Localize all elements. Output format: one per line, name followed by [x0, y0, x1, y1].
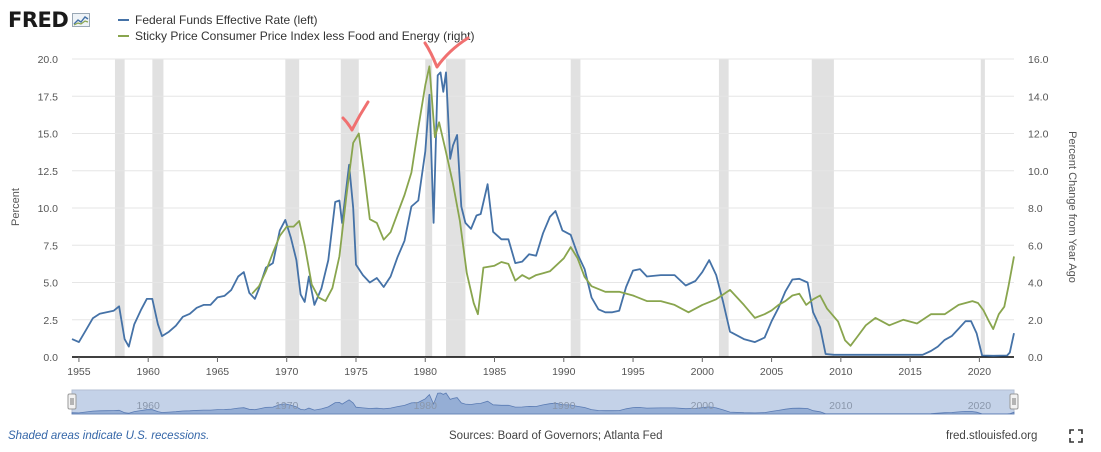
hand-drawn-annotations	[341, 36, 470, 132]
legend-label-sticky-cpi: Sticky Price Consumer Price Index less F…	[135, 29, 475, 43]
navigator-handle-right[interactable]	[1009, 393, 1019, 410]
x-tick-label: 1965	[206, 366, 230, 378]
y-right-tick-label: 16.0	[1028, 54, 1049, 66]
fred-logo[interactable]: FRED	[8, 8, 91, 32]
y-right-tick-label: 6.0	[1028, 240, 1043, 252]
navigator-tick-label: 1990	[552, 400, 576, 412]
navigator-tick-label: 2010	[829, 400, 853, 412]
y-axis-left-title: Percent	[10, 188, 22, 226]
x-tick-label: 1960	[137, 366, 161, 378]
navigator-tick-label: 2000	[691, 400, 715, 412]
legend-label-fedfunds: Federal Funds Effective Rate (left)	[135, 13, 318, 27]
y-right-tick-label: 0.0	[1028, 352, 1043, 364]
y-left-tick-label: 17.5	[38, 91, 59, 103]
x-tick-label: 1985	[483, 366, 507, 378]
y-right-tick-label: 14.0	[1028, 91, 1049, 103]
series-line-sticky-cpi	[251, 65, 1015, 347]
y-axis-right-title: Percent Change from Year Ago	[1066, 131, 1078, 283]
legend-swatch-sticky-cpi	[118, 35, 129, 37]
grid-lines	[72, 58, 1014, 358]
chart-area: 0.0 2.5 5.0 7.5 10.0 12.5 15.0 17.5 20.0 0.0 2.0 4.…	[10, 36, 1078, 415]
x-tick-label: 2000	[691, 366, 715, 378]
fullscreen-icon[interactable]	[1069, 429, 1083, 443]
navigator-handle-body[interactable]	[67, 393, 77, 410]
x-tick-label: 1970	[275, 366, 299, 378]
x-tick-label: 2010	[829, 366, 853, 378]
axis-ticks: 0.0 2.5 5.0 7.5 10.0 12.5 15.0 17.5 20.0 0.0 2.0 4.…	[38, 54, 1049, 378]
check-mark-1981	[423, 36, 470, 69]
x-tick-label: 2020	[968, 366, 992, 378]
y-left-tick-label: 20.0	[38, 54, 59, 66]
series-lines	[71, 65, 1015, 357]
legend-swatch-fedfunds	[118, 19, 129, 21]
y-left-tick-label: 0.0	[43, 352, 58, 364]
navigator-tick-label: 1970	[275, 400, 299, 412]
navigator-tick-label: 1960	[137, 400, 161, 412]
x-tick-label: 2015	[898, 366, 922, 378]
sources-text: Sources: Board of Governors; Atlanta Fed	[449, 430, 663, 442]
navigator-series-area	[71, 392, 1015, 415]
recession-note: Shaded areas indicate U.S. recessions.	[8, 430, 210, 442]
navigator-handle-left[interactable]	[67, 393, 77, 410]
x-tick-label: 1980	[414, 366, 438, 378]
date-range-navigator[interactable]: 1960 1970 1980 1990 2000 2010 2020	[67, 389, 1019, 415]
y-right-tick-label: 10.0	[1028, 166, 1049, 178]
y-right-tick-label: 2.0	[1028, 315, 1043, 327]
x-tick-label: 1995	[621, 366, 645, 378]
y-left-tick-label: 7.5	[43, 240, 58, 252]
site-link[interactable]: fred.stlouisfed.org	[946, 430, 1038, 442]
y-left-tick-label: 10.0	[38, 203, 59, 215]
y-right-tick-label: 4.0	[1028, 278, 1043, 290]
y-left-tick-label: 5.0	[43, 278, 58, 290]
logo-graph-icon	[72, 13, 91, 27]
navigator-handle-body[interactable]	[1009, 393, 1019, 410]
logo-text: FRED	[8, 8, 69, 32]
y-right-tick-label: 8.0	[1028, 203, 1043, 215]
x-tick-label: 2005	[760, 366, 784, 378]
series-line-fedfunds	[71, 71, 1015, 357]
y-left-tick-label: 12.5	[38, 166, 59, 178]
navigator-tick-label: 2020	[968, 400, 992, 412]
x-tick-label: 1975	[344, 366, 368, 378]
chart-legend: Federal Funds Effective Rate (left) Stic…	[118, 12, 474, 44]
x-tick-label: 1990	[552, 366, 576, 378]
check-mark-1975	[341, 100, 370, 132]
navigator-tick-label: 1980	[414, 400, 438, 412]
legend-item-sticky-cpi[interactable]: Sticky Price Consumer Price Index less F…	[118, 28, 474, 44]
x-tick-label: 1955	[67, 366, 91, 378]
y-left-tick-label: 15.0	[38, 129, 59, 141]
legend-item-fedfunds[interactable]: Federal Funds Effective Rate (left)	[118, 12, 474, 28]
y-right-tick-label: 12.0	[1028, 129, 1049, 141]
y-left-tick-label: 2.5	[43, 315, 58, 327]
